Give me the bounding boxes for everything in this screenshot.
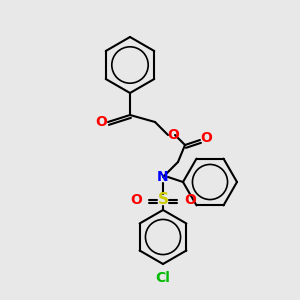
Text: O: O [200, 131, 212, 145]
Text: O: O [130, 193, 142, 207]
Text: O: O [95, 115, 107, 129]
Text: O: O [184, 193, 196, 207]
Text: S: S [158, 193, 169, 208]
Text: O: O [167, 128, 179, 142]
Text: N: N [157, 170, 169, 184]
Text: Cl: Cl [156, 271, 170, 285]
